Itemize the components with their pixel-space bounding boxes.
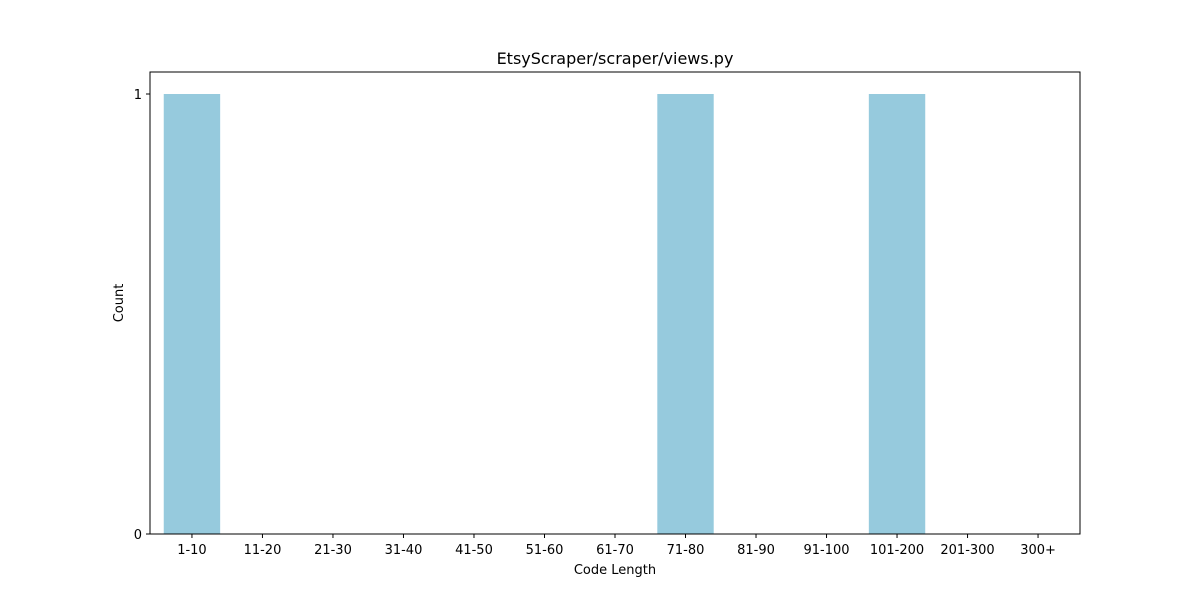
plot-area-frame [149, 71, 1081, 535]
x-tick-label: 91-100 [804, 543, 850, 558]
x-axis-ticks: 1-10 11-20 21-30 31-40 41-50 51-60 61-70 71-80 8… [177, 534, 1056, 558]
x-tick-label: 101-200 [870, 543, 924, 558]
y-tick-label: 1 [134, 88, 142, 103]
x-tick-label: 61-70 [596, 543, 634, 558]
x-tick-label: 21-30 [314, 543, 352, 558]
y-tick-label: 0 [134, 528, 142, 543]
x-tick-label: 51-60 [526, 543, 564, 558]
x-tick-label: 31-40 [385, 543, 423, 558]
x-tick-label: 300+ [1020, 543, 1056, 558]
y-axis-label: Count [112, 284, 127, 323]
bar-1-10 [163, 94, 221, 534]
y-axis-ticks: 01 [134, 88, 150, 543]
x-tick-label: 81-90 [737, 543, 775, 558]
x-tick-label: 1-10 [177, 543, 207, 558]
x-tick-label: 11-20 [244, 543, 282, 558]
bar-101-200 [868, 94, 926, 534]
chart-title: EtsyScraper/scraper/views.py [497, 49, 734, 68]
bars-group [163, 94, 926, 534]
bar-71-80 [657, 94, 714, 534]
x-tick-label: 201-300 [940, 543, 994, 558]
x-axis-label: Code Length [574, 563, 656, 578]
x-tick-label: 41-50 [455, 543, 493, 558]
x-tick-label: 71-80 [667, 543, 705, 558]
